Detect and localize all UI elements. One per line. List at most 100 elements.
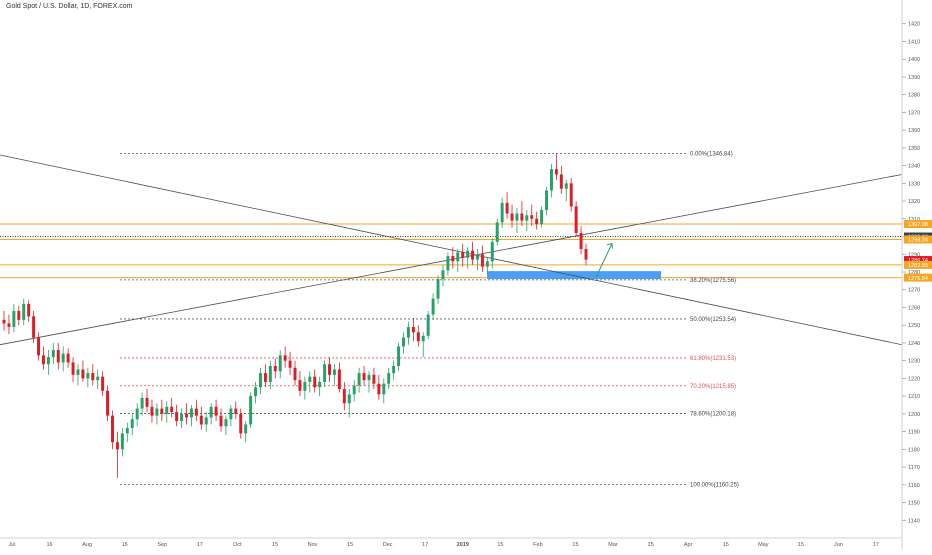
candle-body (392, 365, 396, 374)
y-tick-label: 1160 (908, 483, 920, 489)
candle-body (416, 332, 420, 342)
candle-body (352, 385, 356, 395)
candle-body (51, 350, 55, 358)
candle-body (239, 413, 243, 434)
candle-body (446, 256, 450, 271)
candle-body (27, 303, 31, 317)
time-axis[interactable]: Jul 16 Aug 15 Sep 17 Oct 15 Nov 15 Dec 17 2019 15 Feb 1… (8, 542, 879, 548)
candle-body (451, 256, 455, 262)
candle-body (273, 365, 277, 372)
fib-label: 0.00%(1346.84) (690, 151, 733, 157)
x-tick-label: Feb (533, 542, 542, 548)
price-tag (904, 235, 932, 244)
y-tick-label: 1250 (908, 323, 920, 329)
candle-body (332, 369, 336, 375)
fib-label: 78.60%(1200.18) (690, 412, 736, 418)
candle-body (466, 250, 470, 258)
y-tick-label: 1400 (908, 57, 920, 63)
trendlines (0, 154, 903, 346)
candle-body (91, 373, 95, 381)
x-tick-label: Aug (82, 542, 92, 548)
candle-body (37, 337, 41, 356)
x-tick-label: 15 (648, 542, 654, 548)
candle-body (150, 406, 154, 416)
candle-body (41, 355, 45, 365)
x-tick-label: Jul (8, 542, 15, 548)
candle-body (431, 298, 435, 315)
candle-body (308, 376, 312, 382)
x-tick-label: 17 (197, 542, 203, 548)
y-tick-label: 1420 (908, 22, 920, 28)
candle-body (362, 373, 366, 381)
candle-body (328, 364, 332, 375)
candle-body (155, 408, 159, 416)
candle-body (204, 417, 208, 425)
x-tick-label: 17 (422, 542, 428, 548)
candle-body (367, 374, 371, 381)
x-tick-label: May (758, 542, 769, 548)
candle-body (535, 218, 539, 225)
fib-label: 50.00%(1253.54) (690, 317, 736, 323)
candle-body (278, 355, 282, 372)
price-tag (904, 260, 932, 269)
x-tick-label: Oct (233, 542, 242, 548)
candle-body (456, 252, 460, 262)
candle-body (111, 415, 114, 443)
y-tick-label: 1340 (908, 164, 920, 170)
y-tick-label: 1140 (908, 518, 920, 524)
candle-body (76, 369, 80, 375)
candle-body (436, 279, 440, 299)
x-tick-label: 15 (798, 542, 804, 548)
candle-body (476, 254, 479, 260)
candle-body (115, 442, 119, 450)
candle-body (140, 397, 144, 409)
candle-body (318, 381, 322, 388)
candle-body (559, 174, 563, 189)
y-tick-label: 1200 (908, 412, 920, 418)
candle-body (574, 206, 578, 233)
y-tick-label: 1350 (908, 146, 920, 152)
x-tick-label: Jun (834, 542, 843, 548)
candle-body (480, 254, 484, 267)
candle-body (382, 383, 386, 395)
candle-body (406, 326, 410, 338)
y-tick-label: 1150 (908, 501, 920, 507)
candle-body (372, 374, 376, 384)
candle-body (175, 412, 179, 421)
candle-body (485, 261, 489, 267)
candle-body (268, 365, 272, 382)
candle-body (101, 376, 105, 391)
y-tick-label: 1210 (908, 394, 920, 400)
candle-body (17, 311, 21, 320)
x-tick-label: 15 (122, 542, 128, 548)
candle-body (411, 326, 415, 333)
y-tick-label: 1220 (908, 376, 920, 382)
trendline (0, 154, 903, 346)
candle-body (579, 232, 583, 249)
candle-body (249, 396, 253, 425)
candle-body (500, 202, 504, 223)
candle-body (520, 213, 524, 221)
x-tick-label: 15 (347, 542, 353, 548)
fib-label: 70.20%(1215.85) (690, 384, 736, 390)
x-tick-label: 2019 (457, 542, 469, 548)
candle-body (283, 355, 287, 361)
candle-body (549, 169, 553, 191)
candle-body (323, 364, 327, 382)
candle-body (130, 419, 134, 429)
x-tick-label: 17 (873, 542, 879, 548)
candle-body (584, 248, 588, 260)
x-tick-label: Apr (684, 542, 693, 548)
candle-body (81, 369, 85, 379)
candle-body (224, 419, 228, 427)
y-tick-label: 1170 (908, 465, 920, 471)
candle-body (377, 383, 381, 395)
fibonacci-levels: 0.00%(1346.84) 38.20%(1275.56) 50.00%(1253… (120, 151, 739, 488)
candle-body (554, 169, 558, 175)
candle-body (180, 413, 184, 421)
price-axis[interactable]: 1140 1150 1160 1170 1180 1190 1200 1210 1220 1230… (902, 22, 920, 525)
candle-body (342, 389, 346, 404)
